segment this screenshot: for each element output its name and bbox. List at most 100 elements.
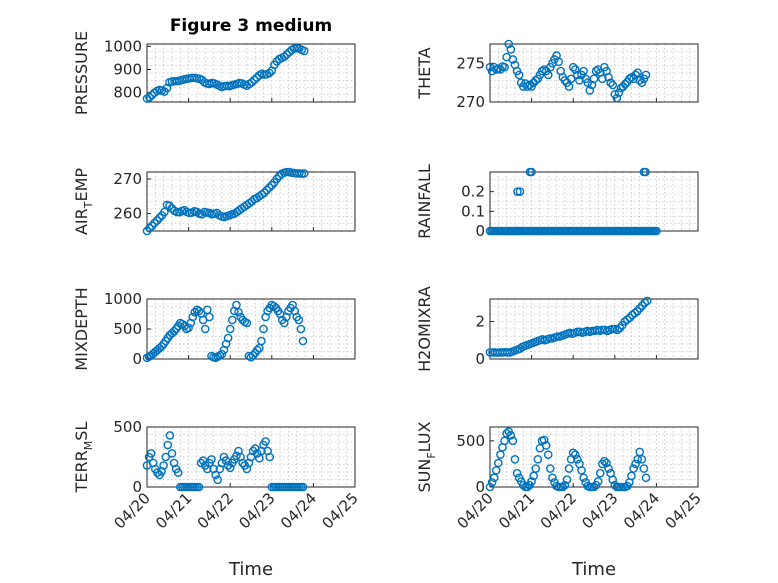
data-point [627, 72, 636, 82]
data-point [296, 324, 306, 334]
data-point [589, 482, 599, 492]
subplot-air-temp: 260 270 AIRTEMP [72, 168, 356, 236]
data-point [500, 62, 509, 72]
data-point [234, 307, 243, 317]
data-point [503, 348, 512, 357]
data-point [642, 296, 652, 306]
axis-frame [489, 298, 699, 360]
data-point [506, 45, 516, 54]
data-point [512, 468, 522, 478]
data-point [213, 475, 223, 485]
data-point [518, 480, 528, 490]
data-point [491, 466, 501, 475]
y-axis-label: RAINFALL [415, 164, 434, 239]
data-point [262, 185, 272, 195]
data-point [622, 315, 632, 324]
data-point [150, 218, 159, 228]
data-point [510, 455, 520, 464]
data-point [146, 449, 156, 458]
y-axis-label: TERRMSL [72, 422, 95, 494]
data-point [167, 449, 177, 458]
data-point [161, 452, 171, 462]
data-point [633, 68, 642, 77]
data-point [612, 325, 622, 335]
data-point [627, 471, 636, 481]
y-tick-label: 270 [113, 170, 142, 188]
data-point [631, 459, 640, 469]
subplot-rainfall: 0 0.10.2 RAINFALL [415, 164, 699, 240]
data-point [502, 429, 511, 438]
y-axis-label: SUNFLUX [415, 421, 438, 492]
data-point [641, 473, 651, 483]
data-point [173, 468, 183, 477]
y-tick-label: 800 [113, 84, 142, 102]
data-point [194, 482, 204, 492]
data-point [525, 80, 534, 90]
y-tick-label: 0.1 [461, 202, 485, 220]
data-point [504, 39, 514, 49]
y-axis-label: MIXDEPTH [72, 287, 91, 370]
data-point [500, 436, 509, 446]
data-point [548, 473, 557, 483]
y-tick-label: 1000 [104, 290, 142, 308]
data-point [543, 450, 553, 459]
data-point [247, 77, 257, 87]
axis-frame [146, 426, 356, 488]
y-tick-label: 0 [132, 478, 142, 496]
y-tick-label: 270 [456, 93, 485, 111]
y-tick-label: 900 [113, 61, 142, 79]
data-point [570, 450, 580, 459]
data-point [298, 482, 308, 492]
data-point [531, 76, 541, 85]
data-point [265, 452, 275, 462]
data-point [225, 463, 235, 473]
data-point [543, 70, 553, 80]
x-axis-label-left: Time [228, 559, 273, 580]
data-point [637, 455, 647, 464]
data-point [145, 93, 154, 102]
data-point [625, 74, 634, 84]
data-point [250, 75, 259, 85]
y-tick-label: 500 [456, 432, 485, 450]
subplot-mixdepth: 0 500 1000 MIXDEPTH [72, 287, 356, 371]
data-point [568, 62, 578, 72]
y-tick-label: 260 [113, 205, 142, 223]
data-point [196, 458, 206, 468]
data-point [225, 324, 235, 334]
data-point [163, 440, 173, 450]
data-point [232, 451, 241, 461]
data-point [591, 66, 601, 76]
data-point [635, 76, 645, 85]
data-point [157, 342, 166, 351]
data-point [523, 82, 532, 91]
data-point [515, 187, 525, 196]
data-point [579, 473, 588, 483]
data-point [531, 464, 541, 473]
data-point [259, 324, 268, 334]
data-point [508, 55, 518, 64]
data-point [205, 312, 214, 322]
data-point [184, 323, 193, 333]
y-axis-label: H2OMIXRA [415, 286, 434, 372]
data-point [269, 301, 279, 311]
data-point [604, 72, 613, 82]
data-point [629, 464, 638, 473]
data-point [539, 435, 549, 445]
y-tick-label: 0.2 [461, 183, 485, 201]
data-point [527, 477, 536, 486]
subplot-h2omixra: 0 2 H2OMIXRA [415, 286, 699, 372]
data-point [608, 475, 618, 484]
data-point [188, 312, 198, 322]
data-point [248, 446, 258, 456]
data-point [508, 436, 518, 446]
data-point [282, 50, 292, 59]
data-point [560, 480, 570, 490]
data-point [155, 213, 164, 223]
data-point [568, 448, 578, 458]
data-point [190, 307, 200, 317]
y-tick-label: 0 [475, 350, 485, 368]
data-point [635, 447, 645, 457]
data-point [279, 52, 289, 62]
subplot-pressure: 800 900 1000 PRESSURE [72, 31, 356, 115]
data-point [606, 78, 615, 87]
